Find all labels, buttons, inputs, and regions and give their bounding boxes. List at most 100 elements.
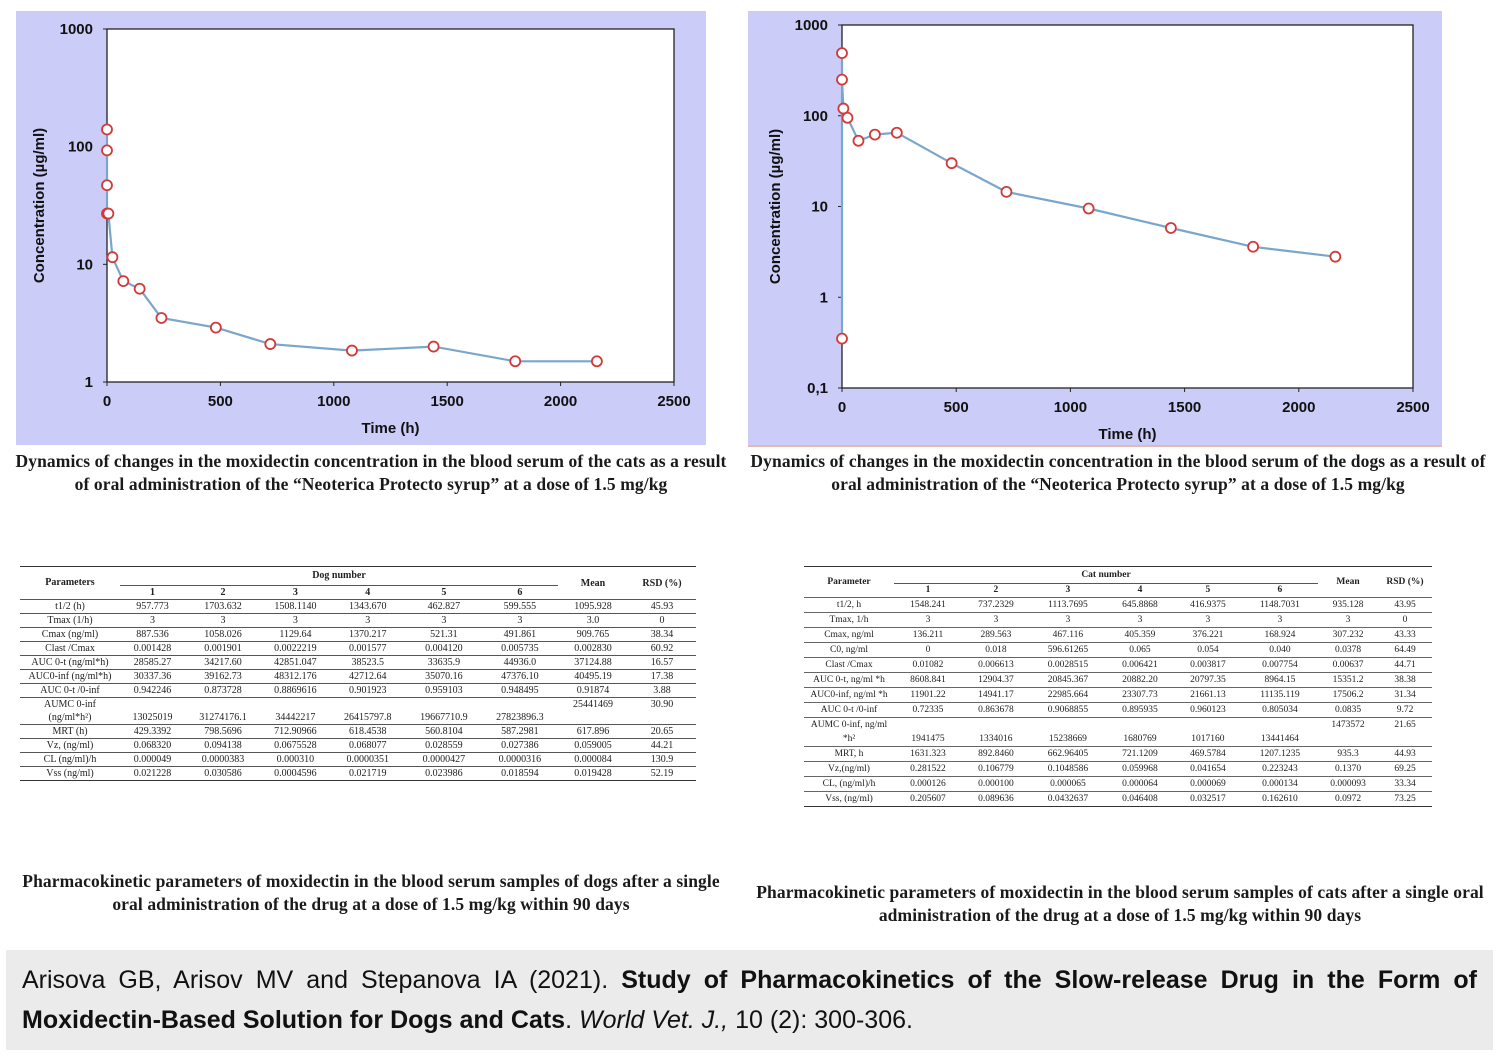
dog-value-cell: 1370.217 (349, 629, 387, 640)
dog-number-header: 6 (517, 587, 523, 598)
cat-value-cell: 3 (993, 615, 999, 625)
citation-authors: Arisova GB, Arisov MV and Stepanova IA (… (22, 966, 609, 994)
cat-value-cell: 376.221 (1192, 630, 1224, 640)
cat-rsd-cell: 44.93 (1394, 749, 1416, 759)
cat-value-cell: 596.61265 (1047, 645, 1089, 655)
cat-rsd-cell: 44.71 (1394, 660, 1416, 670)
dog-value-cell: 0.018594 (501, 768, 539, 779)
dog-value-cell: 34217.60 (204, 657, 242, 668)
cats-chart-y-axis-label: Concentration (µg/ml) (31, 128, 48, 283)
dog-number-row: 1 2 3 4 5 6 (20, 585, 696, 600)
cat-value-cell: 0.000126 (910, 779, 946, 789)
dog-mean-cell: 617.896 (576, 726, 610, 737)
dog-value-cell: 618.4538 (349, 726, 387, 737)
dog-rsd-cell: 52.19 (650, 768, 674, 779)
cat-number-header: 1 (925, 585, 931, 595)
dog-value-cell: 0.068320 (133, 740, 172, 751)
cat-rsd-cell: 73.25 (1394, 794, 1416, 804)
citation-journal: World Vet. J., (579, 1006, 729, 1034)
cat-value-cell: 0.000064 (1122, 779, 1158, 789)
dog-mean-header: Mean (580, 577, 606, 589)
dog-value-cell: 491.861 (503, 629, 537, 640)
dog-mean-cell: 0.002830 (574, 643, 612, 654)
cat-rsd-cell: 43.33 (1394, 630, 1416, 640)
cat-table-row: Vz,(ng/ml) 0.281522 0.106779 0.1048586 0.059… (804, 761, 1432, 777)
dog-value-cell: 1343.670 (349, 601, 387, 612)
cats-chart-x-tick-label: 2500 (657, 393, 690, 410)
citation-title: Study of Pharmacokinetics of the Slow-re… (22, 966, 1477, 1034)
dog-value-cell: 887.536 (136, 629, 169, 640)
dog-value-cell: 0.027386 (501, 740, 539, 751)
dog-value-cell: 0.004120 (425, 643, 463, 654)
dog-value-cell: 1058.026 (204, 629, 242, 640)
cats-chart-x-tick-label: 2000 (544, 393, 577, 410)
cat-table-row: AUC 0-t, ng/ml *h 8608.841 12904.37 20845.3… (804, 672, 1432, 688)
cat-table-caption: Pharmacokinetic parameters of moxidectin… (756, 882, 1484, 925)
dog-value-cell: 42712.64 (349, 671, 387, 682)
citation-volume: 10 (2): 300-306. (735, 1006, 913, 1034)
dog-rsd-cell: 3.88 (653, 685, 671, 696)
dog-table-row: Clast /Cmax 0.001428 0.001901 0.0022219 0.00… (20, 641, 696, 656)
cat-rsd-cell: 38.38 (1394, 675, 1416, 685)
cat-value-cell: 0.000100 (978, 779, 1014, 789)
dog-number-header: 5 (441, 587, 447, 598)
dogs-chart-y-tick-label: 0,1 (807, 380, 828, 397)
cat-rsd-cell: 33.34 (1394, 779, 1416, 789)
dogs-chart-x-tick-label: 2000 (1282, 399, 1315, 416)
cat-value-cell: 0.805034 (1262, 705, 1298, 715)
dog-value-cell: 27823896.3 (496, 712, 544, 723)
dog-mean-cell: 0.019428 (574, 768, 612, 779)
cat-value-cell: 416.9375 (1190, 600, 1226, 610)
cat-number-header: 5 (1205, 585, 1211, 595)
cat-value-cell: 168.924 (1264, 630, 1296, 640)
dogs-chart-data-point (1000, 185, 1013, 198)
cat-number-header: 3 (1065, 585, 1071, 595)
cat-value-cell: 3 (1137, 615, 1143, 625)
cat-value-cell: 0.007754 (1262, 660, 1298, 670)
cat-rsd-cell: 69.25 (1394, 764, 1416, 774)
dog-value-cell: 0.0004596 (274, 768, 317, 779)
dog-value-cell: 957.773 (136, 601, 169, 612)
dog-value-cell: 0.068077 (349, 740, 387, 751)
dog-param-cell: Clast /Cmax (45, 643, 95, 654)
dog-value-cell: 26415797.8 (344, 712, 392, 723)
cat-value-cell: 0.032517 (1190, 794, 1226, 804)
cat-param-cell: Clast /Cmax (825, 660, 873, 670)
cat-value-cell: 22985.664 (1047, 690, 1089, 700)
cat-value-cell: 1017160 (1191, 734, 1225, 744)
dog-group-header: Dog number (312, 570, 366, 581)
cats-chart-data-point (101, 123, 113, 136)
dog-number-header: 3 (292, 587, 298, 598)
dog-table-row: MRT (h) 429.3392 798.5696 712.90966 618.4538… (20, 724, 696, 739)
cat-value-cell: 0.9068855 (1047, 705, 1089, 715)
dog-value-cell: 0.021719 (349, 768, 387, 779)
cats-chart-data-point (117, 275, 130, 288)
dog-table-row: CL (ng/ml)/h 0.000049 0.0000383 0.000310 0.0… (20, 752, 696, 767)
cats-chart-data-point (346, 344, 358, 357)
dog-value-cell: 1703.632 (204, 601, 242, 612)
dog-value-cell: 0.0000316 (498, 754, 542, 765)
dog-value-cell: 0.094138 (204, 740, 242, 751)
dogs-chart-y-tick-label: 1 (820, 289, 828, 306)
cat-mean-cell: 0.000093 (1330, 779, 1366, 789)
cat-value-cell: 3 (1065, 615, 1071, 625)
cat-value-cell: 11901.22 (910, 690, 946, 700)
cat-table-row: AUC 0-t /0-inf 0.72335 0.863678 0.9068855 0.… (804, 702, 1432, 718)
cat-rsd-cell: 21.65 (1394, 720, 1416, 730)
dog-value-cell: 0.005735 (501, 643, 539, 654)
dog-rsd-cell: 44.21 (650, 740, 674, 751)
dogs-chart-data-point (890, 126, 903, 139)
cat-table-row: AUMC 0-inf, ng/ml *h² 1941475 1334016 15238… (804, 717, 1432, 747)
dog-value-cell: 599.555 (503, 601, 537, 612)
cat-value-cell: 0 (925, 645, 931, 655)
cat-mean-cell: 15351.2 (1332, 675, 1364, 685)
cat-value-cell: 645.8868 (1122, 600, 1158, 610)
dogs-chart-y-tick-label: 1000 (795, 17, 828, 34)
cat-value-cell: 1148.7031 (1259, 600, 1300, 610)
dog-table-row: Vss (ng/ml) 0.021228 0.030586 0.0004596 0.02… (20, 766, 696, 781)
cat-value-cell: 0.065 (1129, 645, 1151, 655)
dog-value-cell: 0.873728 (204, 685, 242, 696)
dog-table-row: Cmax (ng/ml) 887.536 1058.026 1129.64 1370.2… (20, 627, 696, 642)
cat-value-cell: 289.563 (980, 630, 1012, 640)
